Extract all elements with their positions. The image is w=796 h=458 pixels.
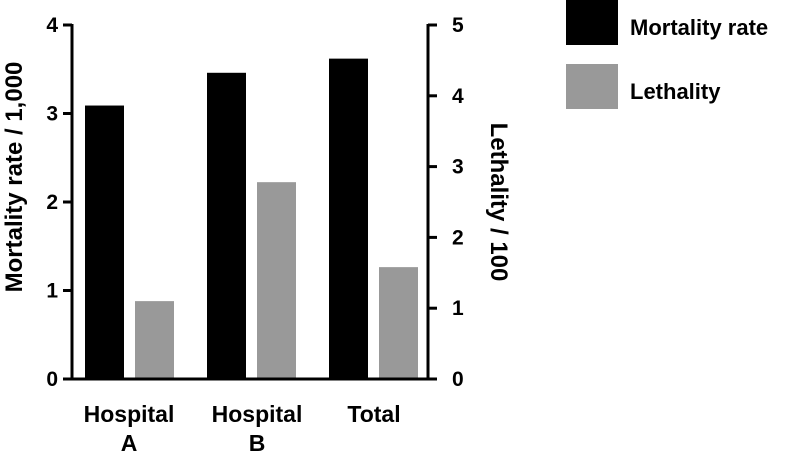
left-tick-label-0: 0 bbox=[46, 368, 58, 391]
bar-lethality-0 bbox=[135, 301, 174, 379]
bar-mortality-rate-2 bbox=[329, 58, 368, 379]
category-label-1-line-0: Hospital bbox=[212, 401, 303, 427]
bar-lethality-2 bbox=[379, 267, 418, 379]
y-axis-right-title: Lethality / 100 bbox=[485, 123, 512, 282]
left-tick-label-3: 3 bbox=[46, 103, 58, 126]
category-label-0-line-0: Hospital bbox=[84, 401, 175, 427]
category-label-0-line-1: A bbox=[121, 430, 138, 456]
left-tick-label-2: 2 bbox=[46, 191, 58, 214]
bar-mortality-rate-1 bbox=[207, 72, 246, 379]
right-tick-label-0: 0 bbox=[452, 368, 464, 391]
legend-label-lethality: Lethality bbox=[630, 79, 721, 104]
bar-lethality-1 bbox=[257, 182, 296, 379]
category-label-2-line-0: Total bbox=[347, 401, 400, 427]
right-tick-label-3: 3 bbox=[452, 156, 464, 179]
category-label-1-line-1: B bbox=[249, 430, 266, 456]
y-axis-left-title: Mortality rate / 1,000 bbox=[1, 62, 28, 293]
legend-swatch-lethality bbox=[566, 64, 618, 109]
right-tick-label-4: 4 bbox=[452, 85, 464, 108]
bars-layer bbox=[85, 58, 418, 379]
labels-layer: 0 1 2 3 4 0 1 2 3 4 5 Hospital A Hospital B Total Mortal… bbox=[1, 14, 512, 456]
axes-layer bbox=[63, 23, 437, 381]
legend-swatch-mortality-rate bbox=[566, 0, 618, 45]
left-tick-label-4: 4 bbox=[46, 14, 58, 37]
right-tick-label-5: 5 bbox=[452, 14, 464, 37]
left-tick-label-1: 1 bbox=[46, 280, 58, 303]
legend: Mortality rate Lethality bbox=[566, 0, 768, 109]
right-tick-label-1: 1 bbox=[452, 297, 464, 320]
right-tick-label-2: 2 bbox=[452, 226, 464, 249]
bar-mortality-rate-0 bbox=[85, 105, 124, 379]
legend-label-mortality-rate: Mortality rate bbox=[630, 15, 768, 40]
